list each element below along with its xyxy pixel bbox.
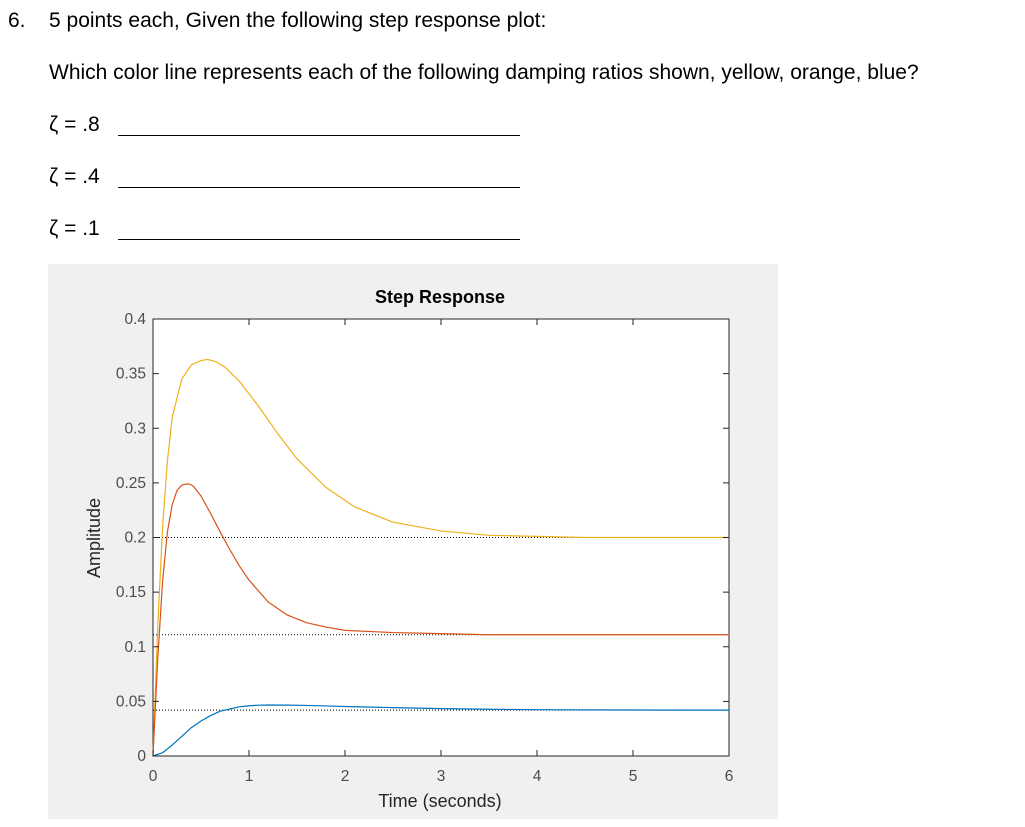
x-axis-label: Time (seconds) (378, 791, 501, 811)
answer-blank[interactable] (118, 187, 520, 188)
series-line-0 (152, 358, 729, 757)
y-tick-label: 0.15 (116, 584, 146, 601)
x-tick-label: 6 (725, 768, 734, 785)
question-subtext: Which color line represents each of the … (49, 61, 919, 84)
x-tick-label: 0 (149, 768, 158, 785)
y-tick-label: 0.25 (116, 475, 146, 492)
answer-label: ζ = .8 (49, 113, 100, 136)
y-tick-label: 0.2 (124, 530, 146, 547)
x-tick-label: 3 (437, 768, 446, 785)
x-tick-label: 4 (533, 768, 542, 785)
x-tick-label: 1 (245, 768, 254, 785)
x-tick-label: 2 (341, 768, 350, 785)
step-response-figure: Step Response 0 1 2 3 4 5 6 0 0.05 0.1 0.15 0.2 0.25… (48, 264, 778, 819)
y-axis-label: Amplitude (84, 498, 104, 578)
axis-ticks: 0 1 2 3 4 5 6 0 0.05 0.1 0.15 0.2 0.25 0.3 0.35 0.4 (116, 311, 733, 785)
answer-row-zeta-01: ζ = .1 (49, 217, 529, 247)
step-response-chart: Step Response 0 1 2 3 4 5 6 0 0.05 0.1 0.15 0.2 0.25… (84, 287, 733, 811)
y-tick-label: 0.1 (124, 639, 146, 656)
question-number: 6. (8, 9, 26, 32)
y-tick-label: 0 (137, 748, 146, 765)
answer-label: ζ = .1 (49, 217, 100, 240)
x-tick-label: 5 (629, 768, 638, 785)
chart-title: Step Response (375, 287, 505, 307)
y-tick-label: 0.3 (124, 420, 146, 437)
y-tick-label: 0.4 (124, 311, 146, 328)
answer-label: ζ = .4 (49, 165, 100, 188)
series-line-1 (152, 483, 729, 757)
series-line-2 (152, 704, 730, 757)
question-text: 5 points each, Given the following step … (49, 9, 547, 32)
answer-row-zeta-08: ζ = .8 (49, 113, 529, 143)
series-lines (152, 358, 730, 757)
answer-blank[interactable] (118, 135, 520, 136)
answer-blank[interactable] (118, 239, 520, 240)
y-tick-label: 0.35 (116, 366, 146, 383)
answer-row-zeta-04: ζ = .4 (49, 165, 529, 195)
y-tick-label: 0.05 (116, 693, 146, 710)
